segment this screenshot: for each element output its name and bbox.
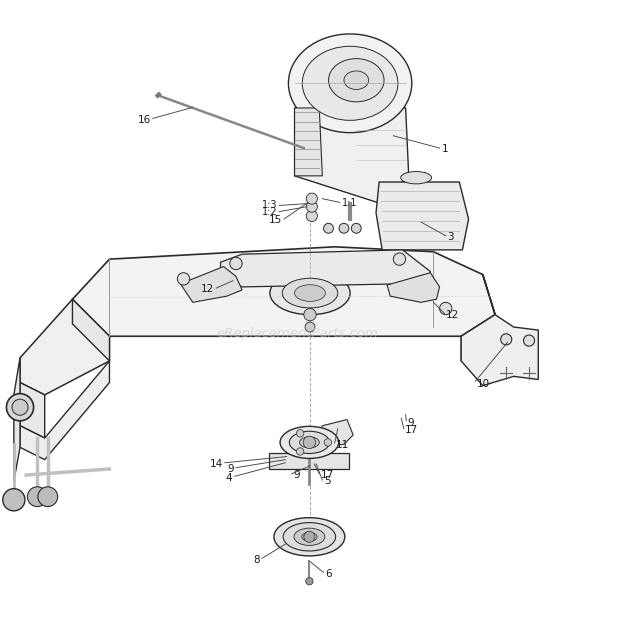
- Text: 9: 9: [407, 418, 414, 428]
- Polygon shape: [376, 182, 469, 250]
- Polygon shape: [294, 108, 409, 204]
- Text: 17: 17: [405, 425, 418, 435]
- Text: 8: 8: [254, 555, 260, 565]
- Text: 9: 9: [228, 464, 234, 474]
- Circle shape: [305, 322, 315, 332]
- Text: 17: 17: [321, 470, 334, 480]
- Text: 6: 6: [326, 569, 332, 579]
- Circle shape: [230, 257, 242, 270]
- Circle shape: [177, 273, 190, 285]
- Ellipse shape: [288, 34, 412, 133]
- Text: 3: 3: [448, 232, 454, 242]
- Ellipse shape: [401, 172, 432, 184]
- Circle shape: [12, 399, 28, 415]
- Ellipse shape: [270, 271, 350, 315]
- Circle shape: [304, 308, 316, 321]
- Ellipse shape: [344, 71, 369, 89]
- Circle shape: [393, 253, 405, 265]
- Ellipse shape: [283, 523, 335, 551]
- Text: eReplacementParts.com: eReplacementParts.com: [217, 326, 379, 340]
- Text: 1: 1: [441, 144, 448, 154]
- Ellipse shape: [299, 437, 319, 448]
- Ellipse shape: [282, 278, 338, 308]
- Circle shape: [306, 578, 313, 585]
- Text: 4: 4: [226, 473, 232, 482]
- Polygon shape: [73, 247, 495, 336]
- Polygon shape: [180, 267, 242, 302]
- Ellipse shape: [329, 59, 384, 102]
- Polygon shape: [316, 420, 353, 447]
- Ellipse shape: [280, 426, 339, 458]
- Circle shape: [6, 394, 33, 421]
- Ellipse shape: [303, 46, 398, 120]
- Text: 12: 12: [201, 284, 215, 294]
- Text: 16: 16: [138, 115, 151, 125]
- Ellipse shape: [294, 528, 325, 545]
- Text: 9: 9: [293, 470, 300, 480]
- Circle shape: [296, 448, 304, 455]
- Circle shape: [324, 223, 334, 233]
- Circle shape: [27, 487, 47, 507]
- Text: 14: 14: [210, 459, 223, 469]
- Circle shape: [306, 193, 317, 204]
- Polygon shape: [20, 361, 110, 460]
- Circle shape: [501, 334, 512, 345]
- Text: 15: 15: [269, 215, 282, 225]
- Circle shape: [339, 223, 349, 233]
- Polygon shape: [20, 383, 45, 438]
- Circle shape: [303, 436, 316, 449]
- Circle shape: [304, 531, 315, 542]
- Circle shape: [523, 335, 534, 346]
- Polygon shape: [221, 250, 430, 290]
- Polygon shape: [73, 299, 110, 361]
- Polygon shape: [461, 275, 495, 361]
- Polygon shape: [14, 358, 20, 481]
- Polygon shape: [269, 453, 350, 469]
- Circle shape: [352, 223, 361, 233]
- Ellipse shape: [302, 532, 317, 541]
- Ellipse shape: [294, 285, 326, 302]
- Text: 12: 12: [446, 310, 459, 320]
- Text: 5: 5: [324, 476, 331, 486]
- Polygon shape: [387, 273, 440, 302]
- Text: 1:3: 1:3: [262, 201, 277, 210]
- Polygon shape: [20, 299, 110, 395]
- Circle shape: [2, 489, 25, 511]
- Polygon shape: [294, 108, 322, 176]
- Text: 10: 10: [477, 379, 490, 389]
- Circle shape: [440, 302, 452, 315]
- Ellipse shape: [290, 431, 329, 453]
- Circle shape: [306, 210, 317, 222]
- Ellipse shape: [274, 518, 345, 556]
- Text: 1:2: 1:2: [262, 207, 277, 217]
- Circle shape: [306, 201, 317, 212]
- Circle shape: [296, 429, 304, 437]
- Circle shape: [324, 439, 332, 446]
- Polygon shape: [461, 315, 538, 386]
- Text: 1:1: 1:1: [342, 198, 357, 208]
- Circle shape: [38, 487, 58, 507]
- Text: 11: 11: [336, 440, 349, 450]
